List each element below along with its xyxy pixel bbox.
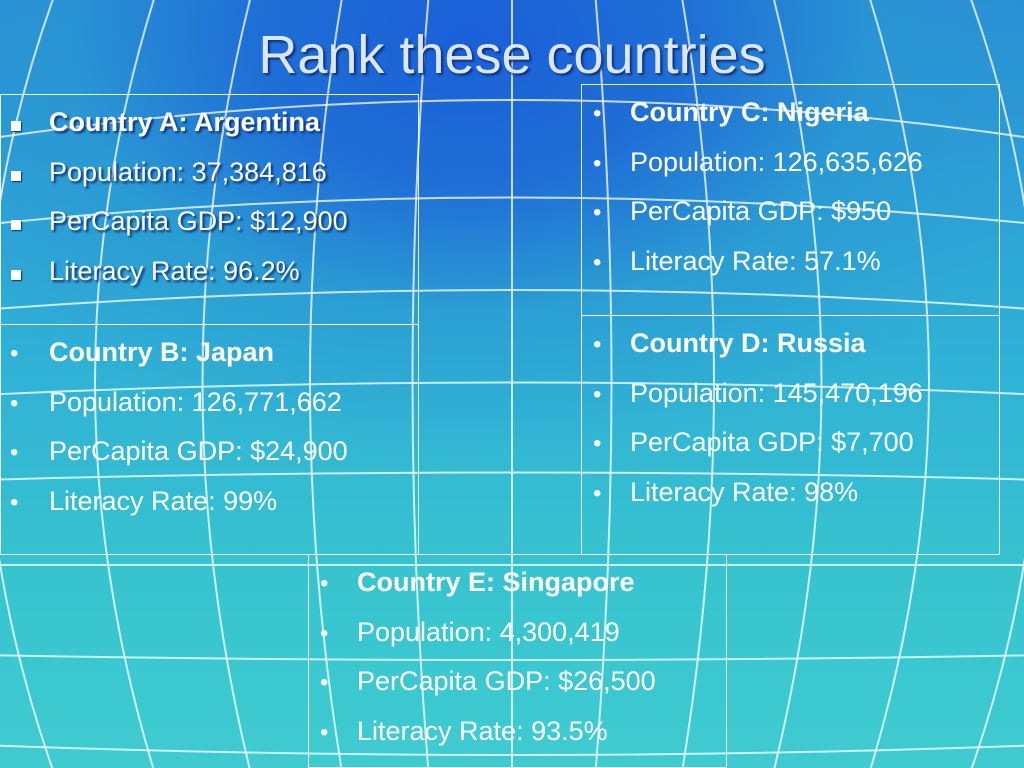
country-d-literacy-item: • Literacy Rate: 98%: [582, 477, 999, 507]
country-a-population: Population: 37,384,816: [49, 156, 327, 187]
country-e-literacy: Literacy Rate: 93.5%: [357, 715, 608, 746]
country-e-name-item: • Country E: Singapore: [309, 567, 726, 597]
country-e-population: Population: 4,300,419: [357, 616, 620, 647]
country-a-population-item: Population: 37,384,816: [1, 157, 418, 187]
dot-bullet-icon: •: [320, 619, 329, 647]
dot-bullet-icon: •: [593, 331, 602, 358]
dot-bullet-icon: •: [593, 199, 602, 226]
country-c-population: Population: 126,635,626: [630, 146, 923, 177]
dot-bullet-icon: •: [593, 248, 602, 276]
square-bullet-icon: [1, 206, 29, 236]
country-e-list: • Country E: Singapore • Population: 4,3…: [309, 567, 726, 746]
country-b-population-item: • Population: 126,771,662: [1, 387, 418, 417]
dot-bullet-icon: •: [10, 389, 19, 417]
country-b-box: • Country B: Japan • Population: 126,771…: [0, 324, 419, 555]
country-a-gdp-item: PerCapita GDP: $12,900: [1, 206, 418, 236]
dot-bullet-icon: •: [593, 479, 602, 507]
country-a-name-item: Country A: Argentina: [1, 107, 418, 137]
dot-bullet-icon: •: [593, 380, 602, 408]
country-b-gdp-item: • PerCapita GDP: $24,900: [1, 436, 418, 466]
country-d-literacy: Literacy Rate: 98%: [630, 476, 859, 507]
dot-bullet-icon: •: [10, 439, 19, 466]
dot-bullet-icon: •: [320, 718, 329, 746]
country-c-gdp: PerCapita GDP: $950: [630, 196, 892, 226]
country-d-name: Country D: Russia: [630, 328, 866, 358]
country-d-gdp: PerCapita GDP: $7,700: [630, 427, 914, 457]
country-a-gdp: PerCapita GDP: $12,900: [49, 206, 348, 236]
country-d-gdp-item: • PerCapita GDP: $7,700: [582, 427, 999, 457]
country-e-box: • Country E: Singapore • Population: 4,3…: [308, 554, 727, 768]
country-d-population: Population: 145,470,196: [630, 377, 923, 408]
country-c-population-item: • Population: 126,635,626: [582, 147, 999, 177]
country-a-box: Country A: Argentina Population: 37,384,…: [0, 94, 419, 325]
country-a-literacy: Literacy Rate: 96.2%: [49, 255, 300, 286]
country-c-name-item: • Country C: Nigeria: [582, 97, 999, 127]
country-a-list: Country A: Argentina Population: 37,384,…: [1, 107, 418, 286]
country-d-list: • Country D: Russia • Population: 145,47…: [582, 328, 999, 507]
country-a-literacy-item: Literacy Rate: 96.2%: [1, 256, 418, 286]
slide-title: Rank these countries: [258, 25, 766, 85]
country-e-name: Country E: Singapore: [357, 567, 635, 597]
square-bullet-icon: [1, 107, 29, 137]
dot-bullet-icon: •: [593, 149, 602, 177]
country-a-name: Country A: Argentina: [49, 107, 320, 137]
country-b-name-item: • Country B: Japan: [1, 337, 418, 367]
country-b-population: Population: 126,771,662: [49, 386, 342, 417]
country-e-gdp: PerCapita GDP: $26,500: [357, 666, 656, 696]
dot-bullet-icon: •: [10, 340, 19, 367]
dot-bullet-icon: •: [10, 488, 19, 516]
country-d-population-item: • Population: 145,470,196: [582, 378, 999, 408]
country-b-literacy-item: • Literacy Rate: 99%: [1, 486, 418, 516]
country-b-name: Country B: Japan: [49, 337, 275, 367]
country-d-name-item: • Country D: Russia: [582, 328, 999, 358]
dot-bullet-icon: •: [320, 570, 329, 597]
dot-bullet-icon: •: [320, 669, 329, 696]
country-e-gdp-item: • PerCapita GDP: $26,500: [309, 666, 726, 696]
country-c-literacy: Literacy Rate: 57.1%: [630, 245, 881, 276]
country-d-box: • Country D: Russia • Population: 145,47…: [581, 315, 1000, 555]
square-bullet-icon: [1, 157, 29, 187]
country-c-box: • Country C: Nigeria • Population: 126,6…: [581, 84, 1000, 316]
country-c-gdp-item: • PerCapita GDP: $950: [582, 196, 999, 226]
dot-bullet-icon: •: [593, 430, 602, 457]
country-e-literacy-item: • Literacy Rate: 93.5%: [309, 716, 726, 746]
country-c-list: • Country C: Nigeria • Population: 126,6…: [582, 97, 999, 276]
country-e-population-item: • Population: 4,300,419: [309, 617, 726, 647]
country-b-list: • Country B: Japan • Population: 126,771…: [1, 337, 418, 516]
country-b-literacy: Literacy Rate: 99%: [49, 485, 278, 516]
country-c-name: Country C: Nigeria: [630, 97, 869, 127]
country-c-literacy-item: • Literacy Rate: 57.1%: [582, 246, 999, 276]
country-b-gdp: PerCapita GDP: $24,900: [49, 436, 348, 466]
square-bullet-icon: [1, 256, 29, 286]
dot-bullet-icon: •: [593, 100, 602, 127]
